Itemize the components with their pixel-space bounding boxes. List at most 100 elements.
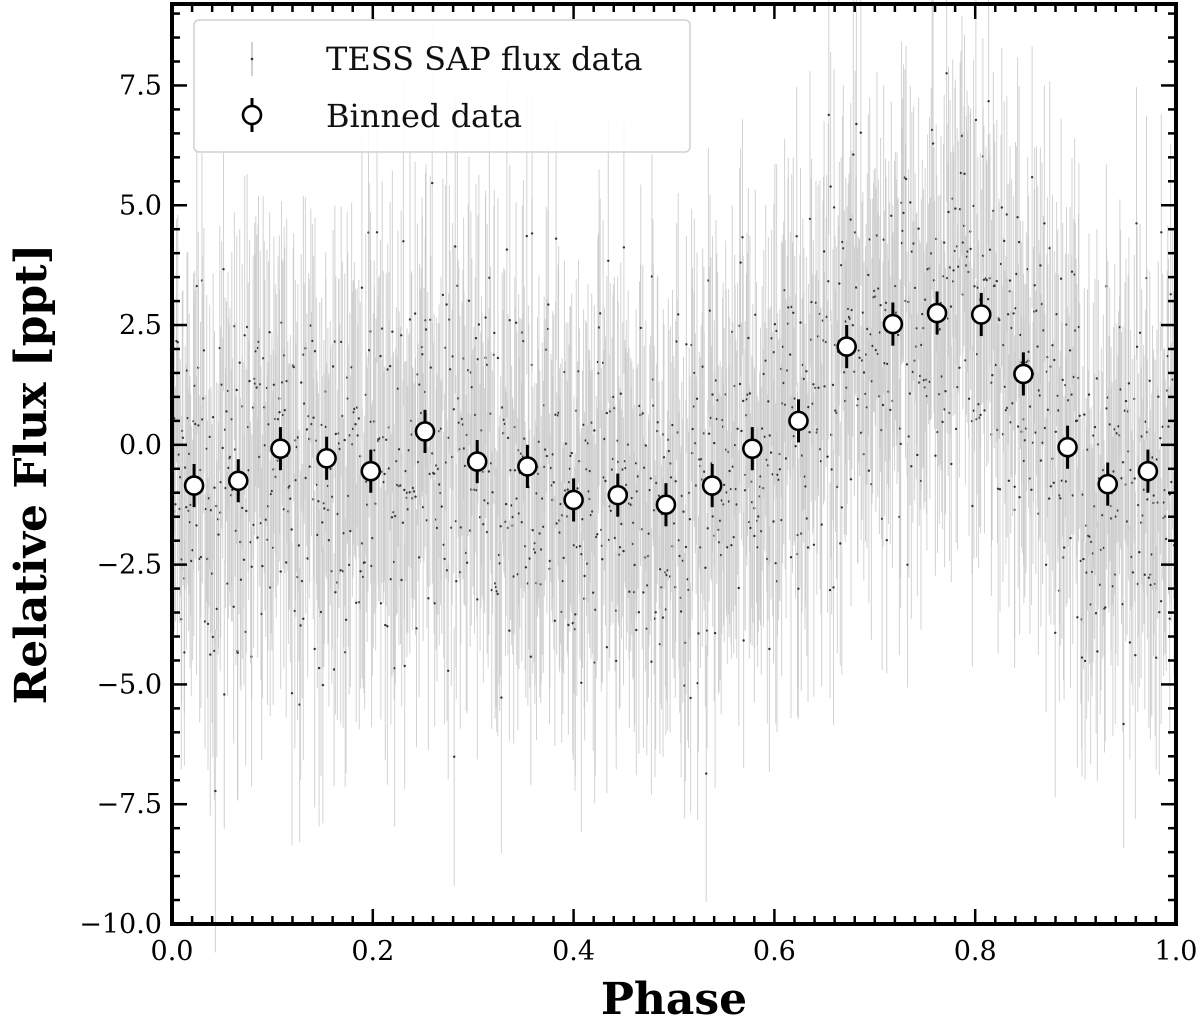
raw-point [552,481,555,484]
raw-point [384,623,387,627]
raw-point [208,435,211,439]
raw-point [1030,488,1033,491]
binned-point [466,451,488,472]
raw-point [998,488,1002,491]
raw-point [659,568,662,571]
raw-point [838,282,841,285]
raw-point [789,556,793,559]
raw-point [290,528,293,531]
raw-point [711,393,714,396]
x-tick-label: 0.6 [753,936,796,967]
raw-point [1087,393,1091,396]
raw-point [987,100,990,103]
binned-point [316,447,337,469]
raw-point [181,436,185,439]
raw-point [1135,345,1139,348]
binned-point [1057,436,1078,458]
raw-point [463,464,467,468]
legend-raw-point-icon [250,57,254,61]
raw-point [639,326,642,330]
raw-point [313,647,316,651]
raw-point [255,386,258,389]
raw-point [739,261,742,264]
raw-point [711,515,714,518]
raw-point [1138,331,1142,334]
raw-point [817,386,820,389]
raw-point [411,486,415,490]
raw-point [331,365,335,368]
raw-point [619,392,622,395]
raw-point [1025,361,1028,364]
raw-point [1035,309,1038,312]
raw-point [319,610,323,614]
raw-point [823,385,826,388]
raw-point [840,264,843,267]
raw-point [862,371,866,374]
raw-point [509,469,512,472]
raw-point [799,321,802,324]
raw-point [971,504,974,508]
binned-point [360,460,382,482]
raw-point [482,523,485,526]
raw-point [235,388,238,392]
raw-point [190,559,193,563]
raw-point [1003,239,1006,243]
raw-point [474,337,478,340]
raw-point [849,218,852,221]
raw-point [738,382,742,386]
raw-point [1068,349,1072,352]
raw-point [977,403,980,406]
raw-point [386,368,389,371]
raw-point [609,509,613,512]
raw-point [1054,631,1057,634]
raw-point [662,456,666,459]
raw-point [488,276,491,279]
raw-point [924,298,927,301]
raw-point [768,647,771,651]
raw-point [261,564,264,568]
raw-point [195,284,198,288]
y-tick-label: −7.5 [96,789,162,820]
raw-point [534,551,537,554]
raw-point [1148,379,1151,382]
raw-point [312,416,315,419]
raw-point [832,206,836,209]
raw-point [340,340,343,344]
raw-point [795,235,798,238]
raw-point [578,545,582,548]
raw-point [749,526,752,530]
raw-point [1000,206,1003,209]
x-tick-label: 0.0 [151,936,194,967]
raw-point [706,527,709,530]
raw-point [403,664,406,668]
binned-point [563,489,584,511]
raw-point [496,356,500,360]
raw-point [334,432,337,436]
raw-point [375,231,379,234]
raw-point [443,557,446,561]
raw-point [954,207,957,210]
raw-point [747,336,750,340]
raw-point [206,622,210,626]
raw-point [248,379,251,383]
raw-point [995,279,998,283]
raw-point [1017,240,1021,244]
raw-point [691,427,694,431]
raw-point [285,561,288,564]
raw-point [1039,264,1042,267]
raw-point [445,569,449,572]
raw-point [570,451,573,455]
raw-point [767,400,770,403]
y-tick-label: −5.0 [96,669,162,700]
raw-point [1052,481,1056,484]
raw-point [569,454,572,458]
raw-point [988,248,992,251]
raw-point [1070,270,1074,273]
binned-point [655,494,677,516]
raw-point [386,625,389,628]
raw-point [1055,313,1058,316]
raw-point [607,259,610,262]
raw-point [897,333,900,337]
y-tick-labels: 7.5 5.0 2.5 0.0 −2.5 −5.0 −7.5 −10.0 [79,70,162,940]
